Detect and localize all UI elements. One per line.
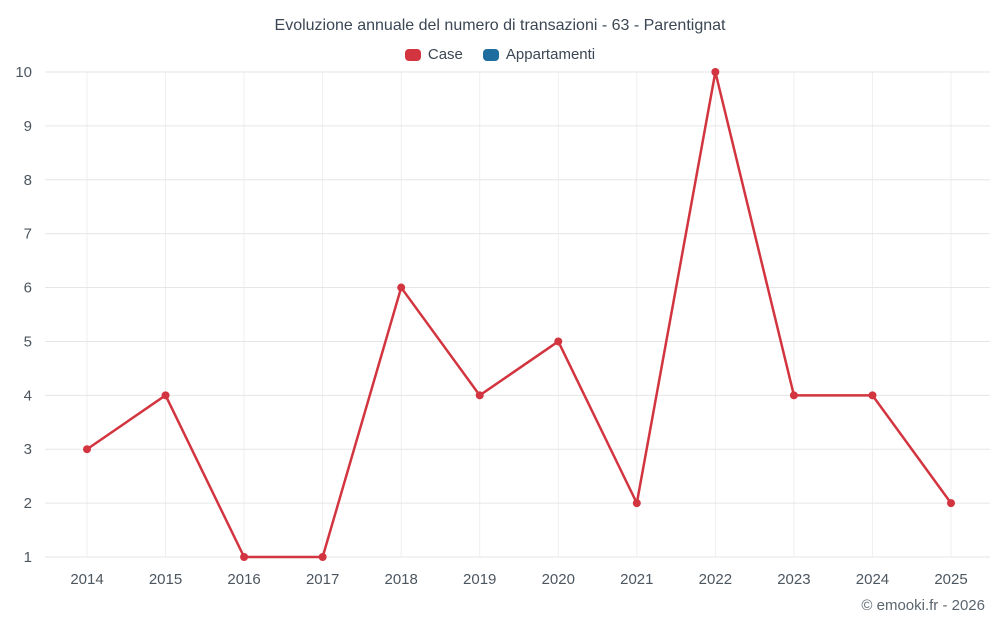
data-point[interactable] xyxy=(947,499,955,508)
legend-item-case[interactable]: Case xyxy=(404,46,463,63)
data-point[interactable] xyxy=(554,337,563,346)
appartamenti-series-marker-icon xyxy=(482,48,499,61)
y-axis-tick-label: 8 xyxy=(24,172,32,189)
chart-legend: Case Appartamenti xyxy=(0,46,1000,63)
x-axis-labels: 2014 2015 2016 2017 2018 2019 2020 2021 2022 2023… xyxy=(70,571,967,588)
y-axis-tick-label: 5 xyxy=(24,333,32,350)
series-line-case xyxy=(85,70,953,559)
horizontal-gridlines xyxy=(45,71,990,558)
x-axis-tick-label: 2023 xyxy=(777,571,810,588)
y-axis-tick-label: 2 xyxy=(24,495,32,512)
data-point[interactable] xyxy=(240,553,249,561)
y-axis-tick-label: 7 xyxy=(24,226,32,243)
data-point[interactable] xyxy=(711,68,720,76)
data-point[interactable] xyxy=(161,391,170,400)
legend-item-appartamenti[interactable]: Appartamenti xyxy=(482,46,596,63)
x-axis-tick-label: 2015 xyxy=(149,571,182,588)
x-axis-tick-label: 2020 xyxy=(542,571,575,588)
y-axis-tick-label: 9 xyxy=(24,118,32,135)
vertical-gridlines xyxy=(86,72,952,557)
x-axis-tick-label: 2017 xyxy=(306,571,339,588)
x-axis-tick-label: 2021 xyxy=(620,571,653,588)
x-axis-tick-label: 2022 xyxy=(699,571,732,588)
data-point[interactable] xyxy=(789,391,798,400)
legend-label-case: Case xyxy=(427,46,463,63)
y-axis-labels: 1 2 3 4 5 6 7 8 9 10 xyxy=(15,64,32,566)
data-point[interactable] xyxy=(397,283,406,292)
data-point[interactable] xyxy=(868,391,877,400)
y-axis-tick-label: 3 xyxy=(24,441,32,458)
y-axis-tick-label: 4 xyxy=(24,387,32,404)
x-axis-tick-label: 2016 xyxy=(227,571,260,588)
x-axis-tick-label: 2018 xyxy=(384,571,417,588)
data-point[interactable] xyxy=(318,553,327,561)
data-point[interactable] xyxy=(475,391,484,400)
x-axis-tick-label: 2024 xyxy=(856,571,889,588)
legend-label-appartamenti: Appartamenti xyxy=(505,46,596,63)
y-axis-tick-label: 10 xyxy=(15,64,32,81)
x-axis-tick-label: 2014 xyxy=(70,571,103,588)
case-series-marker-icon xyxy=(404,48,421,61)
y-axis-tick-label: 1 xyxy=(24,549,32,566)
y-axis-tick-label: 6 xyxy=(24,280,32,297)
x-axis-tick-label: 2025 xyxy=(934,571,967,588)
copyright: © emooki.fr - 2026 xyxy=(861,597,985,614)
series-points-case xyxy=(83,68,955,561)
data-point[interactable] xyxy=(632,499,641,508)
chart-title: Evoluzione annuale del numero di transaz… xyxy=(274,17,726,34)
x-axis-tick-label: 2019 xyxy=(463,571,496,588)
data-point[interactable] xyxy=(83,445,91,454)
